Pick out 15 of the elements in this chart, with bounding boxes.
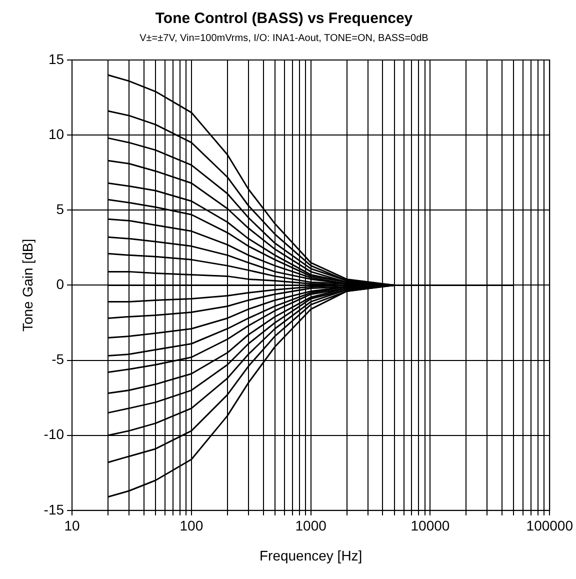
y-tick-label: 15	[48, 50, 64, 67]
x-tick-label: 100	[180, 518, 204, 534]
chart-title: Tone Control (BASS) vs Frequencey	[155, 10, 414, 28]
y-axis-title: Tone Gain [dB]	[19, 238, 36, 332]
y-tick-label: 10	[48, 126, 64, 142]
y-tick-label: 5	[56, 200, 64, 217]
x-tick-label: 10000	[410, 518, 450, 534]
x-tick-label: 100000	[526, 518, 574, 534]
y-tick-label: -5	[52, 351, 64, 368]
y-tick-label: -10	[44, 426, 64, 442]
y-tick-label: -15	[44, 501, 64, 518]
y-tick-label: 0	[56, 276, 64, 292]
x-axis-title: Frequencey [Hz]	[259, 547, 362, 564]
x-tick-label: 1000	[295, 518, 327, 534]
chart-subtitle: V±=±7V, Vin=100mVrms, I/O: INA1-Aout, TONE=ON, BASS=0dB	[140, 32, 429, 44]
